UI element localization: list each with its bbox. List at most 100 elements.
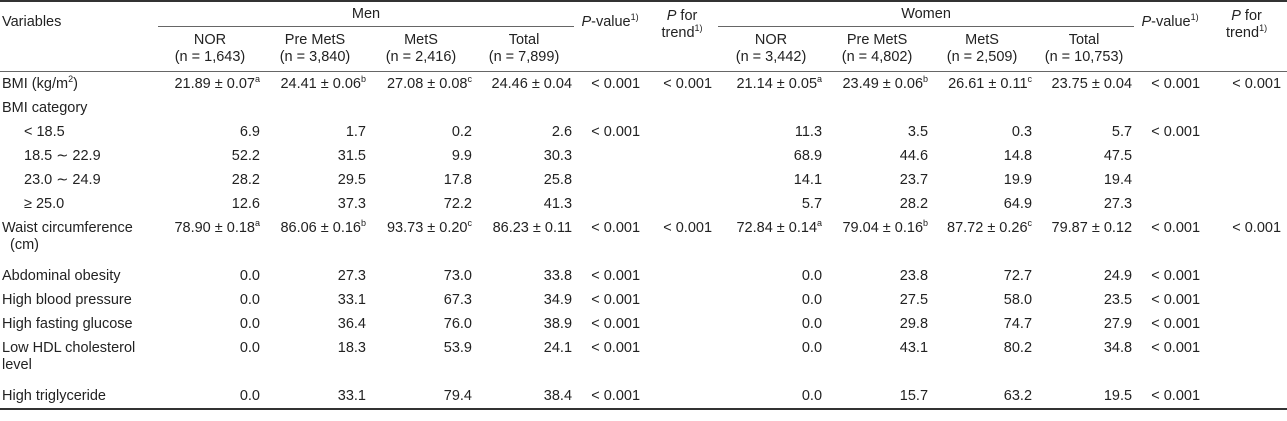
- men-total-header: Total (n = 7,899): [488, 32, 560, 65]
- table-cell: 27.3: [1103, 195, 1133, 212]
- women-pvalue-header: P-value1): [1134, 1, 1207, 72]
- table-cell: 72.7: [1003, 267, 1033, 284]
- table-cell: 0.2: [451, 123, 472, 140]
- table-row-waist: Waist circumference (cm) 78.90 ± 0.18a 86…: [0, 216, 1287, 264]
- row-label: BMI category: [2, 99, 88, 116]
- table-cell: 21.89 ± 0.07a: [174, 73, 260, 92]
- table-cell: 43.1: [899, 340, 929, 356]
- table-row-abdominal-obesity: Abdominal obesity 0.0 27.3 73.0 33.8 < 0…: [0, 264, 1287, 288]
- table-cell: 86.06 ± 0.16b: [280, 218, 366, 236]
- table-cell: 93.73 ± 0.20c: [386, 218, 472, 236]
- table-cell-pvalue: < 0.001: [1151, 315, 1201, 332]
- table-cell-ptrend: < 0.001: [1232, 220, 1282, 236]
- table-cell: 0.0: [801, 291, 823, 308]
- men-mets-header: MetS (n = 2,416): [385, 32, 457, 65]
- table-cell: 27.9: [1103, 315, 1133, 332]
- table-cell: 18.3: [337, 340, 366, 356]
- women-group-header: Women: [718, 1, 1135, 27]
- table-cell: 87.72 ± 0.26c: [947, 218, 1033, 236]
- table-cell: 25.8: [543, 171, 573, 188]
- table-cell: 33.1: [337, 291, 366, 308]
- table-cell-pvalue: < 0.001: [591, 315, 641, 332]
- table-row-high-triglyceride: High triglyceride 0.0 33.1 79.4 38.4 < 0…: [0, 384, 1287, 409]
- table-cell: 23.5: [1103, 291, 1133, 308]
- table-row-bmi-lt-18-5: < 18.5 6.9 1.7 0.2 2.6 < 0.001 11.3 3.5 …: [0, 120, 1287, 144]
- table-cell: 63.2: [1003, 387, 1033, 404]
- women-nor-header: NOR (n = 3,442): [735, 32, 807, 65]
- table-cell: 1.7: [345, 123, 366, 140]
- variables-header: Variables: [0, 1, 158, 72]
- table-cell: 86.23 ± 0.11: [492, 220, 573, 236]
- table-cell-ptrend: < 0.001: [1232, 75, 1282, 92]
- table-cell: 24.41 ± 0.06b: [280, 73, 366, 92]
- table-cell: 14.1: [793, 171, 823, 188]
- table-cell: 0.0: [801, 387, 823, 404]
- table-cell: 64.9: [1003, 195, 1033, 212]
- table-cell: 5.7: [801, 195, 823, 212]
- table-cell: 0.0: [239, 340, 260, 356]
- table-cell: 44.6: [899, 147, 929, 164]
- men-ptrend-header: P for trend1): [646, 1, 719, 72]
- table-cell: 11.3: [794, 123, 823, 140]
- table-cell-pvalue: < 0.001: [591, 267, 641, 284]
- table-cell-pvalue: < 0.001: [1151, 291, 1201, 308]
- table-cell: 72.2: [443, 195, 472, 212]
- table-cell-pvalue: < 0.001: [1151, 75, 1201, 92]
- metabolic-syndrome-table: Variables Men P-value1) P for trend1) Wom…: [0, 1, 1287, 409]
- table-cell-pvalue: < 0.001: [1151, 387, 1201, 404]
- table-cell: 19.5: [1103, 387, 1133, 404]
- table-row-high-blood-pressure: High blood pressure 0.0 33.1 67.3 34.9 <…: [0, 288, 1287, 312]
- women-premets-header: Pre MetS (n = 4,802): [841, 32, 913, 65]
- table-cell: 27.08 ± 0.08c: [386, 73, 472, 92]
- table-cell: 6.9: [239, 123, 260, 140]
- table-cell: 24.46 ± 0.04: [491, 75, 573, 92]
- table-cell: 78.90 ± 0.18a: [174, 218, 260, 236]
- table-cell-pvalue: < 0.001: [591, 340, 641, 356]
- table-row-bmi-ge-25: ≥ 25.0 12.6 37.3 72.2 41.3 5.7 28.2 64.9…: [0, 192, 1287, 216]
- table-cell-pvalue: < 0.001: [591, 291, 641, 308]
- table-cell-pvalue: < 0.001: [591, 75, 641, 92]
- table-cell: 15.7: [899, 387, 929, 404]
- table-cell: 38.4: [543, 387, 573, 404]
- table-cell: 79.87 ± 0.12: [1051, 220, 1133, 236]
- table-cell: 80.2: [1003, 340, 1033, 356]
- table-cell: 0.0: [239, 387, 260, 404]
- table-cell-ptrend: < 0.001: [663, 220, 713, 236]
- table-cell: 0.0: [239, 291, 260, 308]
- table-cell-pvalue: < 0.001: [591, 123, 641, 140]
- table-row-bmi-18-5: 18.5 ∼ 22.9 52.2 31.5 9.9 30.3 68.9 44.6…: [0, 144, 1287, 168]
- table-cell: 27.5: [899, 291, 929, 308]
- table-row-low-hdl: Low HDL cholesterol level 0.0 18.3 53.9 2…: [0, 336, 1287, 384]
- table-cell: 73.0: [443, 267, 472, 284]
- table-cell: 33.1: [337, 387, 366, 404]
- table-cell: 34.8: [1103, 340, 1133, 356]
- table-cell-pvalue: < 0.001: [1151, 340, 1201, 356]
- table-cell: 68.9: [793, 147, 823, 164]
- table-cell: 52.2: [231, 147, 260, 164]
- table-cell: 76.0: [443, 315, 472, 332]
- table-cell: 47.5: [1103, 147, 1133, 164]
- table-cell: 30.3: [543, 147, 573, 164]
- table-cell: 58.0: [1003, 291, 1033, 308]
- table-row-high-fasting-glucose: High fasting glucose 0.0 36.4 76.0 38.9 …: [0, 312, 1287, 336]
- table-cell-pvalue: < 0.001: [1151, 123, 1201, 140]
- table-cell-pvalue: < 0.001: [591, 220, 641, 236]
- row-label: Abdominal obesity: [2, 267, 121, 284]
- table-cell: 24.1: [543, 340, 573, 356]
- row-label: Waist circumference (cm): [2, 220, 133, 253]
- row-label: < 18.5: [24, 123, 65, 140]
- women-mets-header: MetS (n = 2,509): [946, 32, 1018, 65]
- table-cell: 41.3: [543, 195, 573, 212]
- table-cell: 36.4: [337, 315, 366, 332]
- table-cell: 17.8: [443, 171, 472, 188]
- table-cell: 29.8: [899, 315, 929, 332]
- table-row-bmi-category: BMI category: [0, 96, 1287, 120]
- table-cell: 14.8: [1003, 147, 1033, 164]
- row-label: Low HDL cholesterol level: [2, 340, 136, 373]
- table-cell: 0.0: [801, 340, 823, 356]
- table-cell: 31.5: [337, 147, 366, 164]
- table-cell: 21.14 ± 0.05a: [736, 73, 823, 92]
- row-label: High blood pressure: [2, 291, 132, 308]
- table-cell: 34.9: [543, 291, 573, 308]
- table-cell-ptrend: < 0.001: [663, 75, 713, 92]
